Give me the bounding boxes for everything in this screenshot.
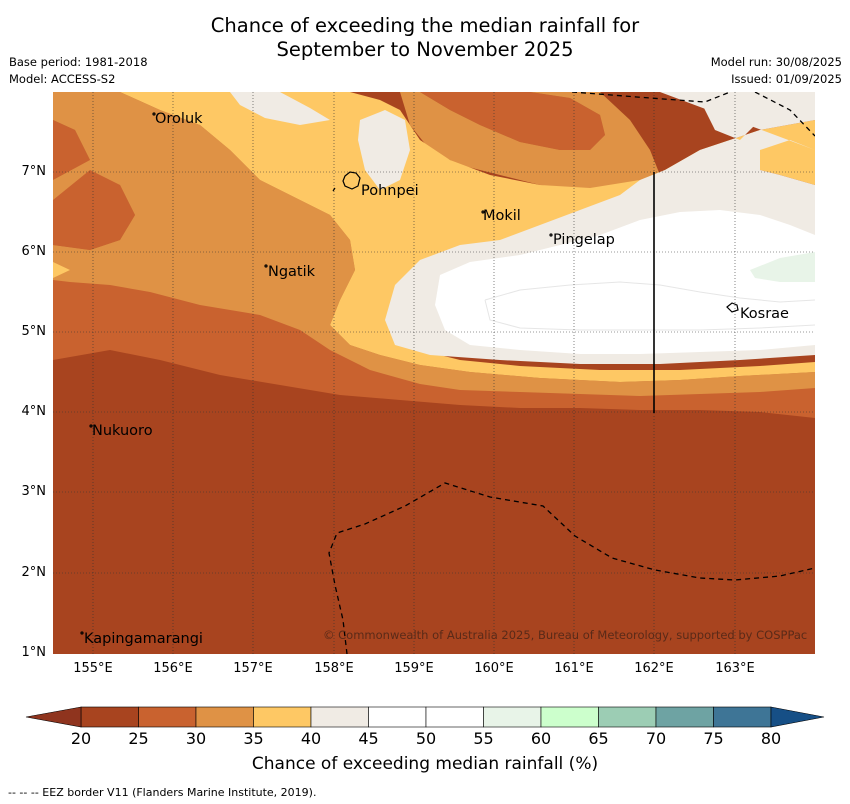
issued-date: Issued: 01/09/2025 <box>731 72 842 86</box>
lon-label: 163°E <box>715 661 755 676</box>
lat-label: 2°N <box>21 565 47 580</box>
meta-left: Base period: 1981-2018 Model: ACCESS-S2 <box>9 54 148 88</box>
colorbar-segment <box>425 706 484 728</box>
place-kosrae: Kosrae <box>740 306 789 322</box>
mokil-atoll <box>481 210 485 214</box>
contour-50 <box>484 281 815 331</box>
place-oroluk: Oroluk <box>155 111 203 127</box>
colorbar-tick-label: 60 <box>530 729 552 748</box>
colorbar <box>25 706 825 728</box>
lat-label: 1°N <box>21 645 47 660</box>
colorbar-tick-label: 50 <box>415 729 437 748</box>
colorbar-segment <box>598 706 657 728</box>
band-35-40 <box>53 92 815 382</box>
colorbar-segment <box>195 706 254 728</box>
lat-label: 7°N <box>21 164 47 179</box>
place-kapingamarangi: Kapingamarangi <box>84 631 203 647</box>
colorbar-segment <box>310 706 369 728</box>
model-name: Model: ACCESS-S2 <box>9 72 116 86</box>
colorbar-title: Chance of exceeding median rainfall (%) <box>251 754 599 774</box>
band-30-35 <box>53 92 815 396</box>
colorbar-segment <box>253 706 312 728</box>
lon-label: 160°E <box>474 661 514 676</box>
oroluk-atoll <box>152 112 156 116</box>
lon-label: 159°E <box>394 661 434 676</box>
colorbar-tick-label: 20 <box>70 729 92 748</box>
meta-right: Model run: 30/08/2025 Issued: 01/09/2025 <box>711 54 842 88</box>
pingelap-atoll <box>549 233 553 237</box>
colorbar-tick-label: 75 <box>703 729 724 748</box>
colorbar-tick-label: 35 <box>243 729 264 748</box>
lat-label: 6°N <box>21 244 47 259</box>
colorbar-tick-label: 45 <box>358 729 379 748</box>
footer-note: -- -- -- EEZ border V11 (Flanders Marine… <box>8 786 317 799</box>
rainfall-contours <box>53 92 815 654</box>
lat-label: 4°N <box>21 404 47 419</box>
eez-borders <box>328 92 815 654</box>
islands <box>80 112 739 635</box>
lon-label: 155°E <box>73 661 113 676</box>
colorbar-tick-label: 80 <box>760 729 782 748</box>
place-pohnpei: Pohnpei <box>361 183 419 199</box>
lon-label: 162°E <box>634 661 674 676</box>
colorbar-segment <box>540 706 599 728</box>
ngatik-atoll <box>264 264 268 268</box>
colorbar-tick-label: 70 <box>645 729 667 748</box>
kapinga-atoll <box>80 631 84 635</box>
band-55-60 <box>750 252 815 282</box>
pohnpei-island <box>342 171 361 190</box>
lon-label: 156°E <box>153 661 193 676</box>
map-title-line1: Chance of exceeding the median rainfall … <box>210 14 640 37</box>
lat-label: 5°N <box>21 324 47 339</box>
place-mokil: Mokil <box>483 208 521 224</box>
colorbar-tick-label: 65 <box>588 729 609 748</box>
nukuoro-atoll <box>89 424 93 428</box>
base-period: Base period: 1981-2018 <box>9 55 148 69</box>
lon-label: 158°E <box>314 661 354 676</box>
colorbar-tick-label: 55 <box>473 729 494 748</box>
colorbar-tick-label: 25 <box>128 729 149 748</box>
copyright-notice: © Commonwealth of Australia 2025, Bureau… <box>323 628 808 642</box>
lat-label: 3°N <box>21 484 47 499</box>
place-nukuoro: Nukuoro <box>92 423 153 439</box>
colorbar-segment <box>138 706 197 728</box>
lon-label: 157°E <box>233 661 273 676</box>
colorbar-segment <box>368 706 427 728</box>
kosrae-island <box>726 302 739 313</box>
colorbar-segment <box>80 706 139 728</box>
lon-label: 161°E <box>554 661 594 676</box>
model-run: Model run: 30/08/2025 <box>710 55 842 69</box>
place-pingelap: Pingelap <box>553 232 615 248</box>
map-title-line2: September to November 2025 <box>276 38 574 61</box>
colorbar-under-arrow <box>25 706 82 728</box>
colorbar-tick-label: 30 <box>185 729 207 748</box>
band-25-30 <box>53 92 815 418</box>
colorbar-tick-label: 40 <box>300 729 322 748</box>
colorbar-over-arrow <box>770 706 825 728</box>
place-ngatik: Ngatik <box>268 264 316 280</box>
colorbar-segment <box>483 706 542 728</box>
colorbar-segment <box>655 706 714 728</box>
colorbar-segment <box>713 706 772 728</box>
